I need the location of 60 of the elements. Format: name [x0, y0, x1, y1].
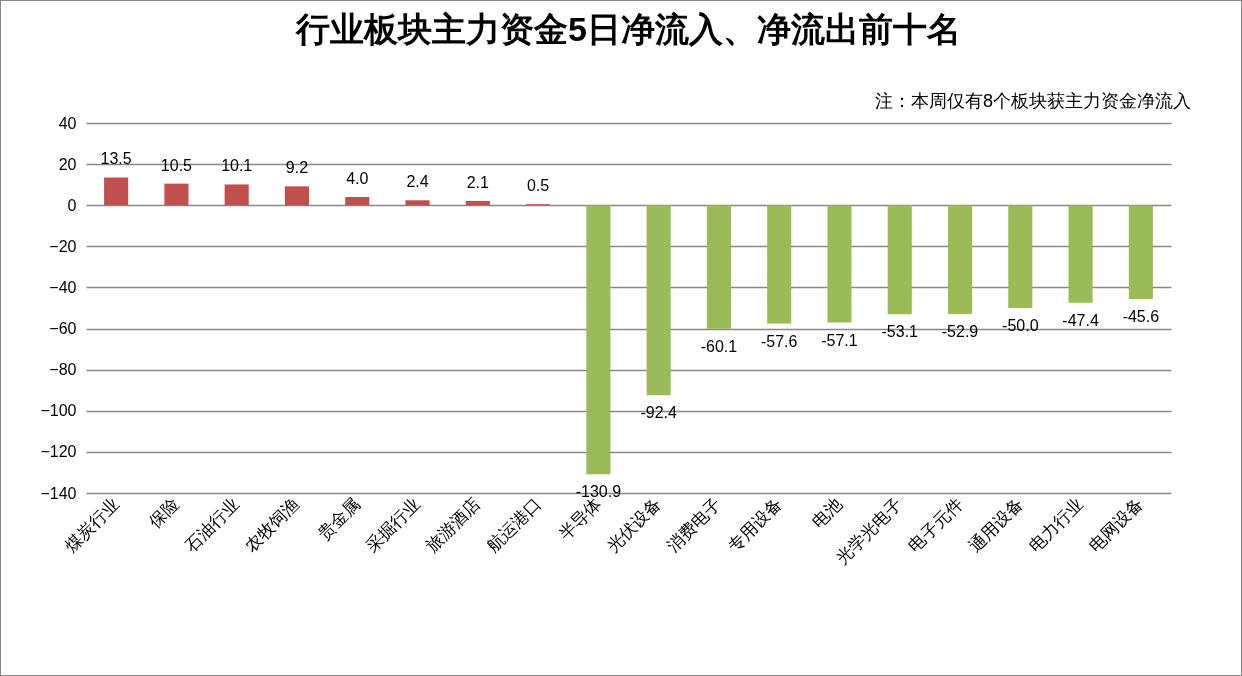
- y-tick-label: 40: [58, 114, 77, 132]
- y-tick-label: −100: [40, 402, 77, 420]
- x-tick-label: 贵金属: [314, 494, 364, 544]
- data-label: -53.1: [881, 323, 919, 341]
- bar: [345, 197, 370, 206]
- data-label: -60.1: [700, 337, 738, 355]
- bar: [224, 184, 249, 206]
- data-label: 4.0: [346, 170, 369, 187]
- bar: [405, 200, 430, 206]
- bar: [104, 177, 129, 206]
- data-label: -92.4: [640, 404, 677, 422]
- y-tick-label: −20: [49, 237, 77, 255]
- bar: [706, 205, 731, 329]
- bar: [767, 205, 792, 324]
- x-tick-label: 电网设备: [1085, 494, 1148, 556]
- x-tick-label: 电池: [808, 494, 846, 532]
- bar: [827, 205, 852, 323]
- data-label: 10.5: [160, 156, 193, 174]
- x-tick-label: 电力行业: [1025, 494, 1087, 556]
- bar: [1008, 205, 1033, 308]
- x-tick-label: 电子元件: [904, 494, 967, 556]
- y-tick-label: −120: [40, 443, 77, 461]
- bar: [586, 205, 611, 475]
- y-tick-label: −140: [40, 484, 77, 502]
- data-label: -45.6: [1122, 307, 1160, 325]
- bar: [465, 200, 490, 206]
- bar: [284, 186, 310, 206]
- x-tick-label: 航运港口: [482, 494, 545, 556]
- data-label: -47.4: [1062, 311, 1099, 329]
- x-tick-label: 消费电子: [663, 494, 726, 556]
- x-tick-label: 通用设备: [965, 494, 1027, 556]
- data-label: -52.9: [941, 322, 979, 340]
- y-tick-label: −60: [49, 320, 77, 338]
- bar: [1128, 205, 1153, 299]
- x-tick-label: 专用设备: [724, 494, 786, 556]
- y-tick-label: 20: [58, 155, 77, 173]
- data-label: -50.0: [1002, 317, 1039, 334]
- text: 注：本周仅有8个板块获主力资金净流入: [874, 91, 1191, 111]
- y-tick-label: 0: [67, 196, 77, 214]
- data-label: 2.1: [466, 173, 490, 191]
- bar: [947, 205, 973, 314]
- chart-title: 行业板块主力资金5日净流入、净流出前十名: [295, 10, 961, 48]
- y-tick-label: −40: [49, 278, 77, 296]
- x-tick-label: 旅游酒店: [422, 494, 485, 556]
- data-label: -57.1: [821, 331, 858, 349]
- bar: [646, 205, 671, 396]
- x-tick-label: 石油行业: [181, 494, 244, 556]
- x-tick-label: 采掘行业: [362, 494, 424, 556]
- bar: [1068, 205, 1093, 303]
- data-label: 9.2: [285, 159, 309, 177]
- data-label: 0.5: [526, 177, 550, 195]
- bar: [887, 205, 912, 315]
- data-label: 13.5: [100, 150, 132, 168]
- bar: [164, 183, 189, 206]
- data-label: 10.1: [221, 157, 253, 175]
- data-label: 2.4: [406, 173, 429, 191]
- x-tick-label: 农牧饲渔: [241, 494, 304, 556]
- x-tick-label: 保险: [145, 494, 183, 532]
- data-label: -57.6: [760, 332, 798, 350]
- y-tick-label: −80: [49, 361, 77, 379]
